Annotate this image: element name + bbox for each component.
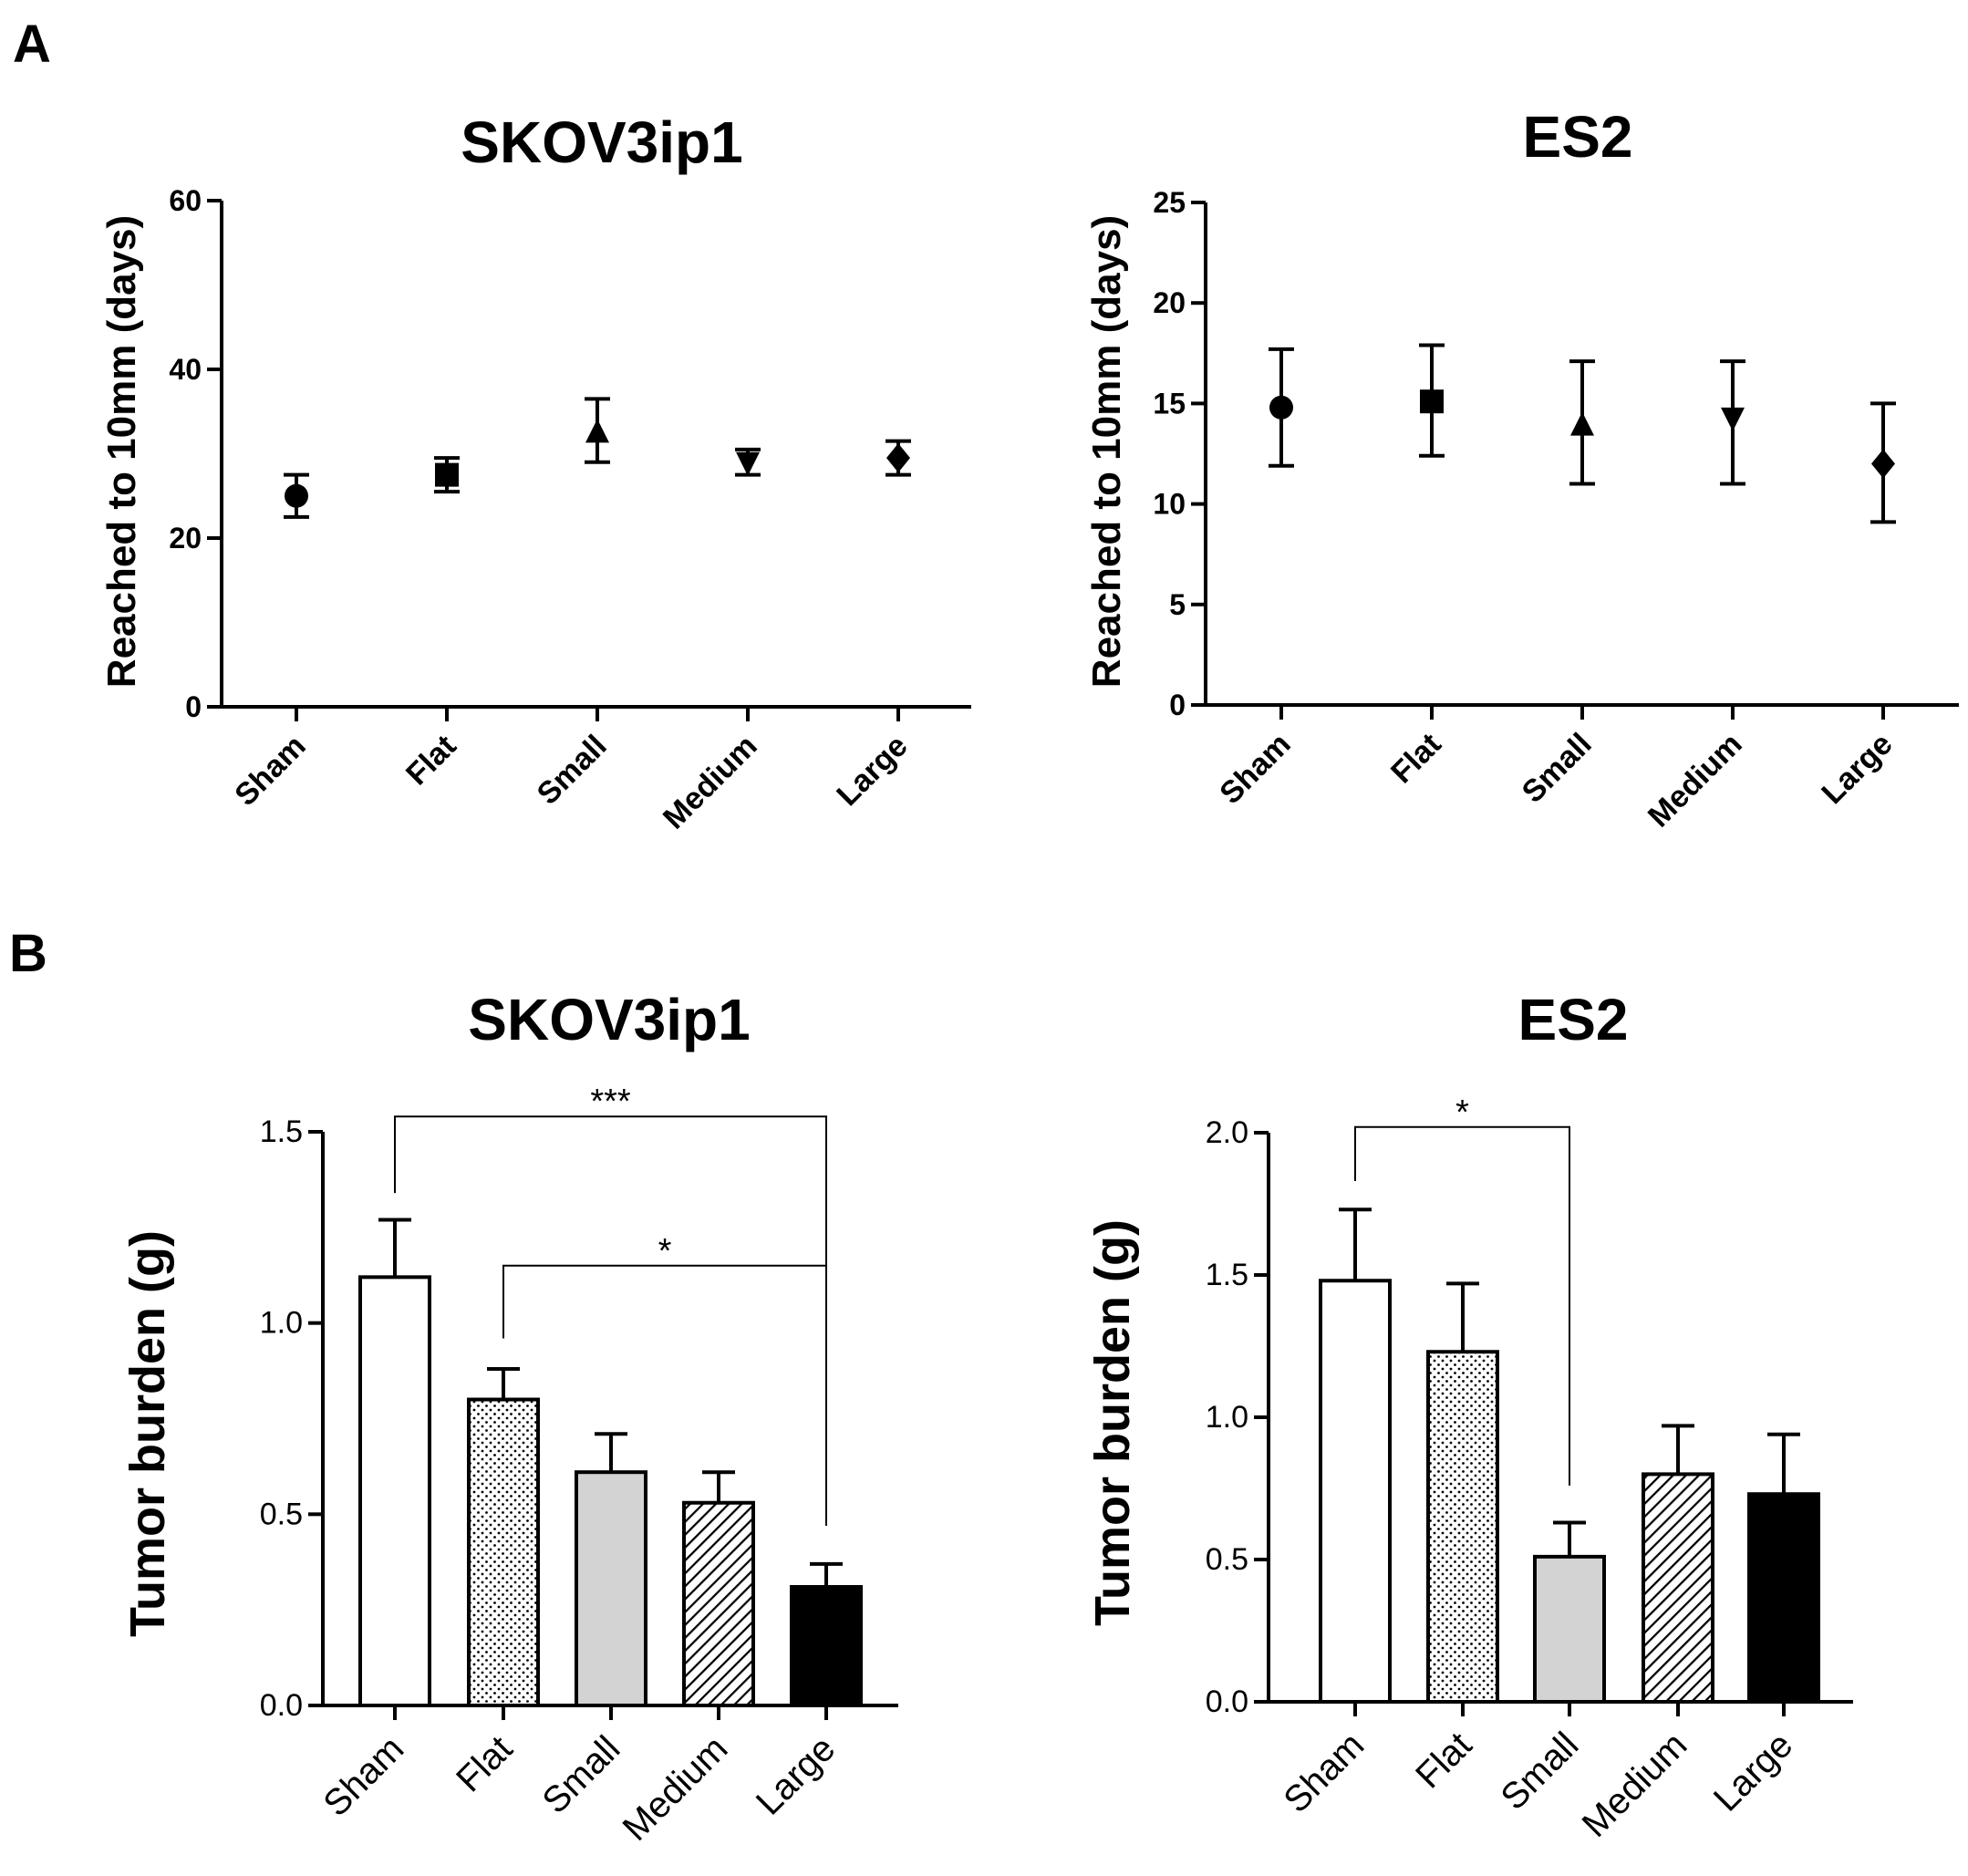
- b1-xtick-label-sham: Sham: [316, 1728, 411, 1824]
- a1-xtick-label-medium: Medium: [657, 729, 764, 836]
- b2-ytick-label: 1.5: [1206, 1258, 1248, 1292]
- chart-a1-skov3ip1: SKOV3ip1 Reached to 10mm (days) 0 20 40 60 S…: [99, 109, 971, 835]
- b2-xtick-label-sham: Sham: [1276, 1725, 1372, 1820]
- b1-ytick-label: 1.5: [260, 1114, 303, 1149]
- a2-ytick-label: 5: [1169, 588, 1186, 621]
- b2-significance-bracket-0: [1354, 1125, 1570, 1486]
- b2-xtick-label-flat: Flat: [1408, 1725, 1479, 1796]
- a1-xtick-label-small: Small: [531, 729, 614, 812]
- b2-ytick-label: 2.0: [1206, 1115, 1248, 1150]
- a1-ytick-label: 20: [169, 522, 202, 555]
- a2-xtick-label-flat: Flat: [1384, 727, 1448, 791]
- a1-point-flat: [435, 462, 459, 487]
- b1-xtick-label-large: Large: [749, 1728, 843, 1822]
- chart-b1-title: SKOV3ip1: [468, 987, 750, 1052]
- a1-point-medium: [736, 451, 760, 476]
- a1-ytick-label: 40: [169, 353, 202, 386]
- a2-xtick-label-small: Small: [1516, 727, 1599, 810]
- b1-significance-bracket-1: [502, 1264, 827, 1526]
- b2-bar-medium: [1642, 1472, 1714, 1705]
- a1-ytick-label: 0: [185, 690, 202, 723]
- b2-bar-small: [1533, 1554, 1606, 1704]
- a2-point-medium: [1721, 407, 1745, 431]
- chart-b1-skov3ip1: SKOV3ip1 Tumor burden (g) 0.0 0.5 1.0 1.5 Sh…: [120, 987, 898, 1849]
- a2-xtick-label-sham: Sham: [1213, 727, 1297, 811]
- b2-bar-large: [1747, 1492, 1820, 1704]
- a2-ytick-label: 25: [1153, 186, 1186, 219]
- a2-point-sham: [1269, 395, 1293, 420]
- chart-b2-ylabel: Tumor burden (g): [1085, 1219, 1140, 1626]
- a2-xtick-label-medium: Medium: [1642, 727, 1749, 834]
- b2-xtick-label-large: Large: [1706, 1725, 1800, 1819]
- b1-bar-sham: [358, 1275, 431, 1707]
- b1-ytick-label: 0.0: [260, 1688, 303, 1723]
- chart-b1-ylabel: Tumor burden (g): [120, 1230, 175, 1637]
- b1-significance-label-0: ***: [590, 1083, 631, 1121]
- b2-xtick-label-medium: Medium: [1575, 1725, 1695, 1845]
- a2-ytick-label: 15: [1153, 387, 1186, 420]
- a1-point-small: [585, 419, 609, 443]
- b1-bar-medium: [682, 1500, 755, 1707]
- a1-xtick-label-flat: Flat: [399, 729, 463, 793]
- chart-a2-ylabel: Reached to 10mm (days): [1084, 215, 1129, 688]
- a1-ytick-label: 60: [169, 184, 202, 217]
- chart-b2-title: ES2: [1518, 987, 1629, 1052]
- b1-bar-large: [790, 1585, 863, 1708]
- chart-a1-ylabel: Reached to 10mm (days): [99, 215, 144, 688]
- b2-ytick-label: 1.0: [1206, 1400, 1248, 1435]
- b1-ytick-label: 0.5: [260, 1497, 303, 1531]
- b1-significance-label-1: *: [658, 1232, 672, 1270]
- a2-xtick-label-large: Large: [1815, 727, 1899, 811]
- b1-xtick-label-medium: Medium: [616, 1728, 736, 1849]
- b1-ytick-label: 1.0: [260, 1306, 303, 1341]
- b1-xtick-label-flat: Flat: [449, 1728, 520, 1799]
- chart-b2-es2: ES2 Tumor burden (g) 0.0 0.5 1.0 1.5 2.0 Sham…: [1085, 987, 1853, 1845]
- a2-ytick-label: 10: [1153, 488, 1186, 521]
- b1-bar-small: [575, 1470, 647, 1707]
- b2-ytick-label: 0.0: [1206, 1684, 1248, 1719]
- chart-a2-title: ES2: [1523, 104, 1633, 170]
- chart-a1-title: SKOV3ip1: [461, 109, 742, 175]
- b2-significance-label-0: *: [1455, 1093, 1469, 1132]
- chart-a2-es2: ES2 Reached to 10mm (days) 0 5 10 15 20 25 Sha…: [1084, 104, 1959, 834]
- panel-label-b: B: [9, 924, 47, 983]
- a2-point-small: [1570, 411, 1594, 436]
- b1-xtick-label-small: Small: [535, 1728, 628, 1821]
- panel-label-a: A: [13, 15, 51, 74]
- b2-ytick-label: 0.5: [1206, 1542, 1248, 1577]
- a2-point-large: [1871, 449, 1895, 479]
- a1-point-sham: [285, 483, 308, 508]
- b2-bar-sham: [1319, 1279, 1392, 1704]
- b2-xtick-label-small: Small: [1494, 1725, 1587, 1818]
- a1-xtick-label-large: Large: [830, 729, 914, 813]
- b1-bar-flat: [467, 1397, 540, 1707]
- a1-point-large: [886, 443, 910, 473]
- a2-point-flat: [1420, 389, 1444, 414]
- a2-ytick-label: 20: [1153, 286, 1186, 319]
- b2-bar-flat: [1426, 1350, 1499, 1704]
- a1-xtick-label-sham: Sham: [228, 729, 312, 813]
- a2-ytick-label: 0: [1169, 689, 1186, 721]
